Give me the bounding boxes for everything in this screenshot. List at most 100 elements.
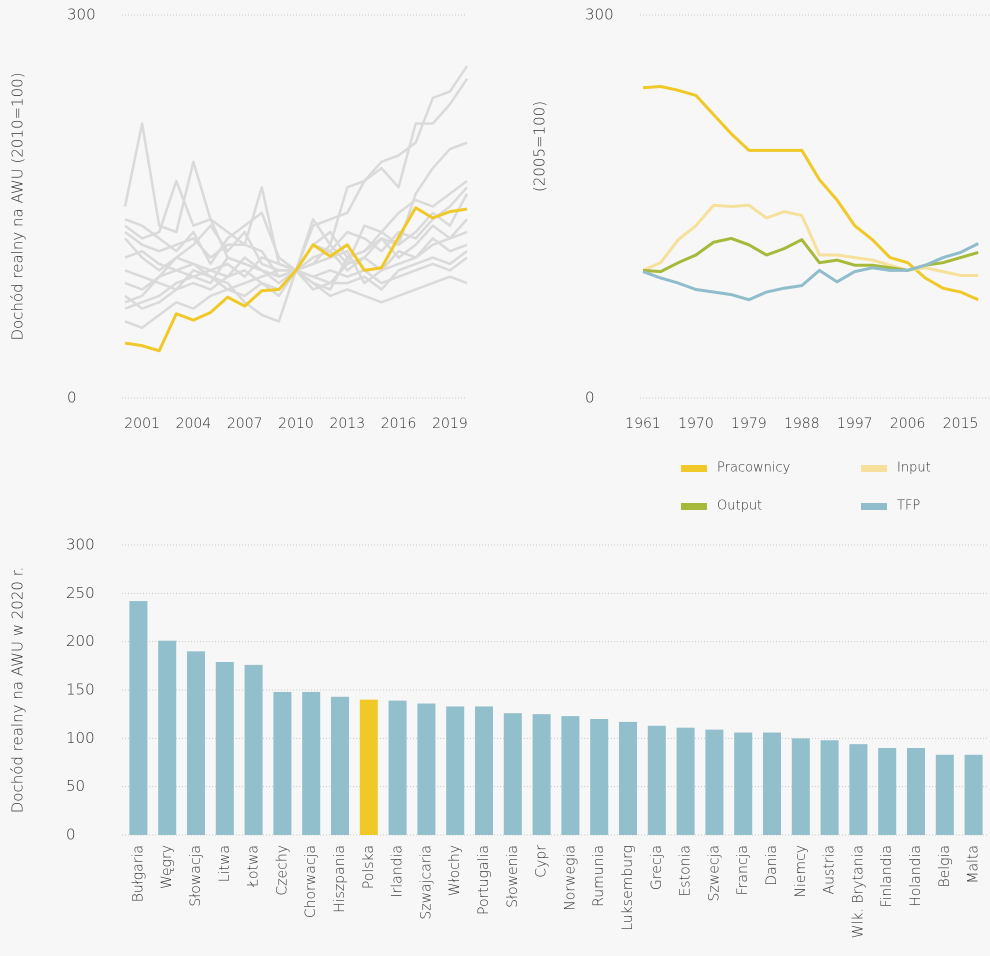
x-tick-label: Chorwacja <box>303 845 319 918</box>
x-tick-label: Estonia <box>678 845 694 897</box>
y-tick-label: 300 <box>585 6 614 24</box>
y-axis-label: Dochód realny na AWU (2010=100) <box>9 72 27 340</box>
bar <box>503 713 522 835</box>
legend-label: Pracownicy <box>717 461 790 476</box>
bar <box>964 754 983 835</box>
legend-label: Output <box>717 499 762 514</box>
y-tick-label: 50 <box>66 777 85 795</box>
x-tick-label: 2015 <box>943 416 979 432</box>
x-tick-label: Belgia <box>937 845 953 888</box>
bar <box>619 721 637 835</box>
bar <box>647 725 666 835</box>
y-axis-label: (2005=100) <box>531 101 549 192</box>
line-series <box>642 84 979 302</box>
x-tick-label: Holandia <box>908 845 924 907</box>
x-tick-label: Słowenia <box>505 845 521 908</box>
bar <box>158 640 177 835</box>
x-tick-label: Finlandia <box>879 845 895 908</box>
x-tick-label: Łotwa <box>246 845 262 888</box>
x-tick-label: 2016 <box>381 416 417 432</box>
bar <box>849 744 868 835</box>
bar <box>935 754 954 835</box>
bar <box>215 661 234 835</box>
x-tick-label: Czechy <box>274 845 290 896</box>
line-series <box>642 236 979 274</box>
x-tick-label: Rumunia <box>591 845 607 907</box>
bar <box>244 664 263 835</box>
x-tick-label: Norwegia <box>562 845 578 911</box>
x-tick-label: 2010 <box>278 416 314 432</box>
x-tick-label: 2006 <box>890 416 926 432</box>
x-tick-label: 1979 <box>731 416 767 432</box>
x-tick-label: Malta <box>966 845 982 884</box>
y-tick-label: 0 <box>585 389 595 407</box>
y-tick-label: 300 <box>67 6 96 24</box>
bar <box>791 738 810 835</box>
line-series <box>642 203 979 277</box>
x-tick-label: 1961 <box>625 416 661 432</box>
bar <box>331 696 349 835</box>
y-tick-label: 300 <box>66 536 95 554</box>
y-tick-label: 200 <box>66 632 95 650</box>
y-tick-label: 0 <box>66 826 76 844</box>
bar <box>590 719 609 835</box>
x-tick-label: Włochy <box>447 845 463 896</box>
bar <box>359 699 378 835</box>
x-tick-label: Węgry <box>159 845 175 889</box>
x-tick-label: Luksemburg <box>620 845 636 931</box>
x-tick-label: Portugalia <box>476 845 492 915</box>
bar <box>388 700 407 835</box>
y-tick-label: 100 <box>66 729 95 747</box>
bar <box>676 727 695 835</box>
legend-label: TFP <box>897 499 920 514</box>
x-tick-label: Grecja <box>649 845 665 890</box>
x-tick-label: 1988 <box>784 416 820 432</box>
bar <box>907 748 925 835</box>
line-series <box>124 250 468 310</box>
legend-swatch <box>861 465 887 472</box>
bar <box>705 729 724 835</box>
x-tick-label: 2001 <box>124 416 160 432</box>
x-tick-label: 2004 <box>176 416 212 432</box>
bar <box>302 691 321 835</box>
legend-swatch <box>861 503 887 510</box>
bar <box>734 732 753 835</box>
x-tick-label: 1997 <box>837 416 873 432</box>
bar <box>532 714 551 835</box>
x-tick-label: Szwajcaria <box>418 845 434 920</box>
x-tick-label: Francja <box>735 845 751 895</box>
line-series <box>124 78 469 272</box>
x-tick-label: Austria <box>822 845 838 894</box>
bar <box>820 740 839 835</box>
y-axis-label: Dochód realny na AWU w 2020 r. <box>9 567 27 814</box>
bar <box>187 651 205 835</box>
bar <box>273 691 292 835</box>
x-tick-label: Wlk. Brytania <box>850 845 866 938</box>
legend-swatch <box>681 503 707 510</box>
x-tick-label: Dania <box>764 845 780 886</box>
bar <box>417 703 436 835</box>
bar <box>129 601 148 835</box>
bar <box>763 732 781 835</box>
bar <box>446 706 465 835</box>
x-tick-label: Cypr <box>534 845 550 878</box>
line-series <box>642 242 979 302</box>
x-tick-label: 2007 <box>227 416 263 432</box>
x-tick-label: Niemcy <box>793 845 809 898</box>
bar <box>561 716 580 835</box>
legend-label: Input <box>897 461 931 476</box>
x-tick-label: Litwa <box>217 845 233 882</box>
legend-swatch <box>681 465 707 472</box>
bar <box>475 706 493 835</box>
x-tick-label: 2019 <box>432 416 468 432</box>
x-tick-label: 1970 <box>678 416 714 432</box>
bar <box>878 748 897 835</box>
y-tick-label: 0 <box>67 389 77 407</box>
x-tick-label: Szwecja <box>706 845 722 901</box>
x-tick-label: Słowacja <box>188 845 204 907</box>
x-tick-label: Hiszpania <box>332 845 348 913</box>
x-tick-label: Bułgaria <box>130 845 146 902</box>
line-series <box>124 206 468 353</box>
